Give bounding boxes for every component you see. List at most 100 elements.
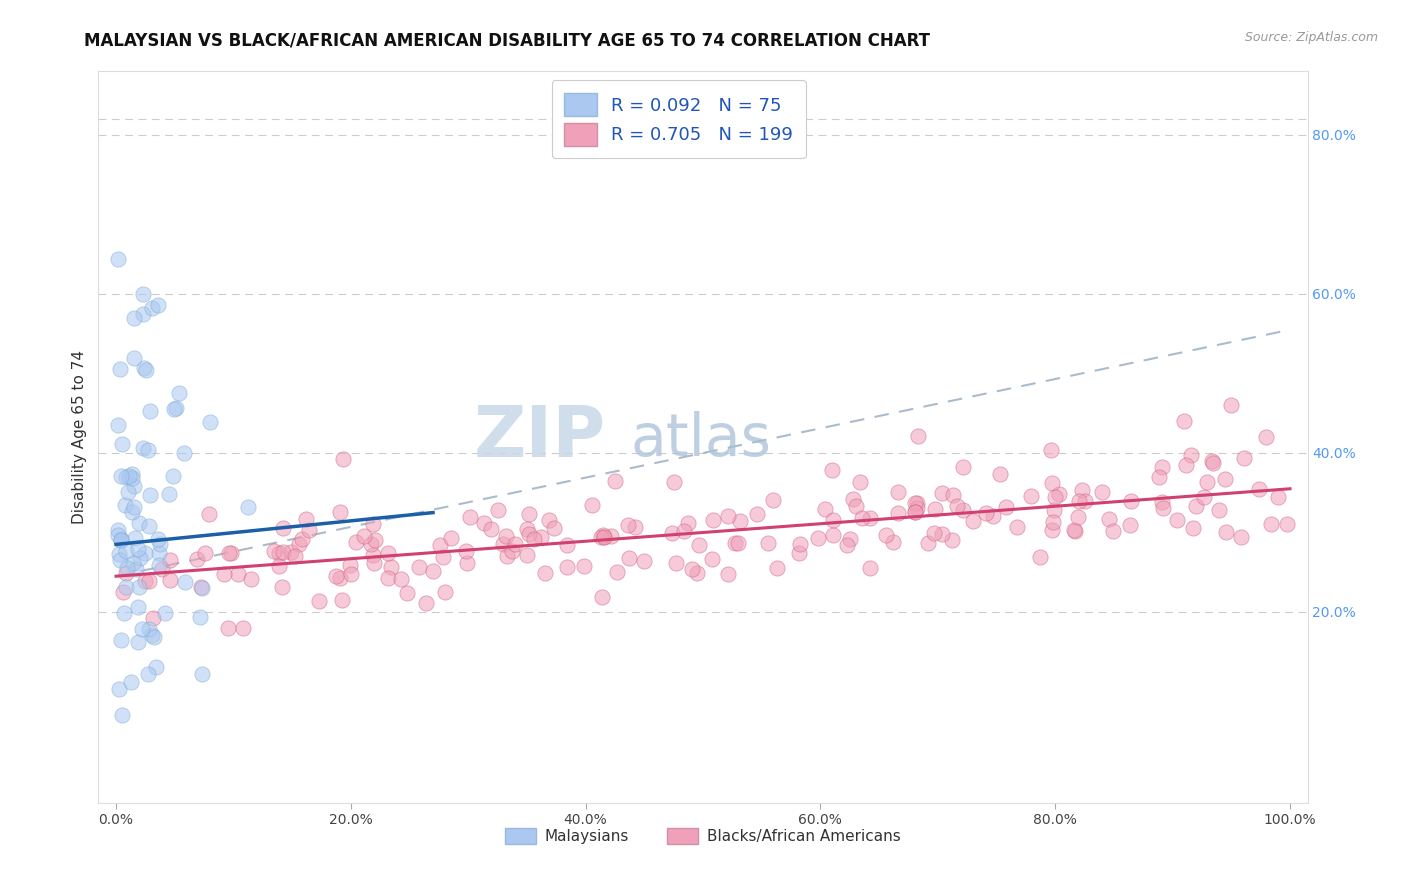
Point — [501, 544, 523, 558]
Point — [107, 252, 129, 266]
Point — [389, 572, 412, 586]
Point — [122, 351, 145, 365]
Point — [162, 469, 184, 483]
Point — [190, 580, 212, 594]
Point — [1215, 472, 1237, 486]
Point — [904, 505, 927, 519]
Point — [1256, 430, 1278, 444]
Point — [117, 469, 139, 483]
Point — [1202, 457, 1225, 471]
Point — [523, 532, 546, 546]
Point — [976, 506, 998, 520]
Point — [747, 507, 769, 521]
Point — [329, 571, 352, 585]
Text: atlas: atlas — [630, 411, 772, 467]
Point — [1040, 523, 1063, 537]
Point — [593, 530, 616, 544]
Point — [1230, 530, 1253, 544]
Point — [380, 559, 402, 574]
Point — [1007, 520, 1029, 534]
Point — [132, 361, 155, 376]
Point — [479, 522, 502, 536]
Point — [931, 527, 953, 541]
Point — [325, 568, 347, 582]
Point — [823, 512, 845, 526]
Point — [138, 442, 160, 457]
Point — [191, 666, 214, 681]
Point — [1119, 518, 1142, 533]
Point — [122, 311, 145, 326]
Point — [924, 526, 946, 541]
Point — [606, 565, 628, 579]
Point — [124, 562, 146, 576]
Point — [458, 510, 481, 524]
Point — [332, 592, 354, 607]
Point — [472, 516, 495, 530]
Point — [1247, 483, 1270, 497]
Point — [496, 549, 519, 564]
Point — [905, 496, 928, 510]
Point — [904, 496, 927, 510]
Point — [134, 546, 156, 560]
Point — [1195, 475, 1218, 489]
Point — [952, 503, 974, 517]
Point — [298, 523, 321, 537]
Point — [273, 545, 295, 559]
Point — [107, 547, 129, 561]
Point — [121, 505, 143, 519]
Point — [592, 528, 614, 542]
Point — [112, 606, 135, 620]
Point — [717, 509, 740, 524]
Point — [270, 580, 292, 594]
Point — [115, 470, 138, 484]
Point — [129, 550, 152, 565]
Point — [907, 428, 929, 442]
Point — [110, 533, 132, 547]
Point — [1185, 499, 1208, 513]
Point — [454, 544, 477, 558]
Point — [981, 508, 1004, 523]
Point — [994, 500, 1017, 514]
Point — [486, 503, 509, 517]
Point — [120, 675, 142, 690]
Point — [122, 479, 145, 493]
Point — [117, 485, 139, 500]
Point — [111, 585, 134, 599]
Point — [127, 634, 149, 648]
Point — [917, 535, 939, 549]
Point — [946, 500, 969, 514]
Point — [1267, 491, 1289, 505]
Point — [135, 363, 157, 377]
Point — [1019, 490, 1042, 504]
Point — [110, 632, 132, 647]
Point — [851, 510, 873, 524]
Point — [593, 530, 616, 544]
Point — [288, 536, 311, 550]
Point — [1063, 524, 1085, 538]
Point — [1067, 493, 1090, 508]
Point — [1180, 449, 1202, 463]
Point — [148, 545, 170, 559]
Point — [517, 527, 540, 541]
Point — [149, 537, 172, 551]
Point — [145, 660, 167, 674]
Point — [361, 516, 384, 531]
Point — [1215, 525, 1237, 540]
Point — [110, 532, 132, 546]
Point — [495, 528, 517, 542]
Point — [1192, 490, 1215, 504]
Point — [537, 512, 560, 526]
Point — [111, 708, 134, 723]
Point — [108, 362, 131, 376]
Point — [848, 475, 870, 490]
Point — [153, 607, 176, 621]
Point — [702, 513, 724, 527]
Point — [440, 532, 463, 546]
Point — [218, 546, 240, 560]
Point — [1208, 503, 1230, 517]
Point — [291, 532, 314, 546]
Point — [122, 500, 145, 514]
Point — [138, 574, 160, 588]
Point — [146, 298, 169, 312]
Point — [841, 492, 863, 507]
